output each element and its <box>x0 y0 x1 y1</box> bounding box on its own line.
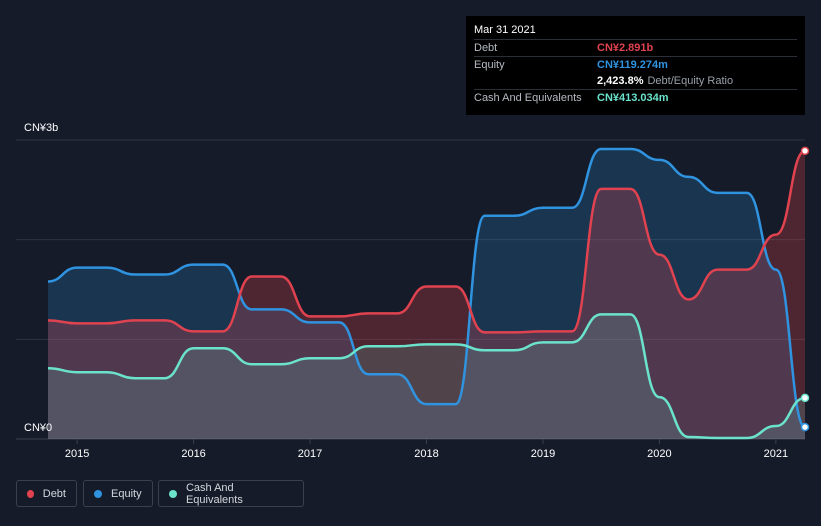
tooltip-ratio-row: 2,423.8% Debt/Equity Ratio <box>474 73 797 89</box>
equity-area <box>48 148 805 439</box>
y-axis-top-label: CN¥3b <box>24 122 58 134</box>
x-tick-label-2021: 2021 <box>764 448 788 460</box>
tooltip-debt-row: Debt CN¥2.891b <box>474 39 797 56</box>
tooltip-equity-row: Equity CN¥119.274m <box>474 56 797 73</box>
x-tick-label-2015: 2015 <box>65 448 89 460</box>
legend-cash[interactable]: Cash And Equivalents <box>158 480 304 507</box>
x-tick-label-2018: 2018 <box>414 448 438 460</box>
x-tick-label-2020: 2020 <box>647 448 671 460</box>
tooltip-cash-value: CN¥413.034m <box>597 92 669 104</box>
equity-line <box>47 147 807 429</box>
legend-equity[interactable]: Equity <box>83 480 153 507</box>
tooltip-debt-value: CN¥2.891b <box>597 42 654 54</box>
legend-equity-dot-icon <box>94 489 102 498</box>
x-tick-label-2016: 2016 <box>181 448 205 460</box>
tooltip-ratio-value: 2,423.8% <box>597 75 644 87</box>
series-areas <box>48 148 805 440</box>
tooltip-equity-label: Equity <box>474 59 505 71</box>
debt-line <box>47 149 806 334</box>
cash-and-equivalents-area <box>48 314 805 439</box>
tooltip-date: Mar 31 2021 <box>474 24 536 36</box>
series-lines <box>47 147 807 440</box>
data-tooltip: Mar 31 2021 Debt CN¥2.891b Equity CN¥119… <box>466 16 805 115</box>
tooltip-debt-label: Debt <box>474 42 498 54</box>
x-tick-label-2017: 2017 <box>298 448 322 460</box>
legend-debt-label: Debt <box>42 487 66 500</box>
equity-end-point <box>800 422 810 432</box>
legend-cash-dot-icon <box>169 489 177 498</box>
end-markers <box>800 146 810 432</box>
debt-end-point <box>800 146 810 156</box>
legend-equity-label: Equity <box>111 487 142 500</box>
y-axis-bottom-label: CN¥0 <box>24 422 52 434</box>
x-axis-ticks: 2015 2016 2017 2018 2019 2020 2021 <box>65 439 788 460</box>
legend-cash-label: Cash And Equivalents <box>185 481 243 506</box>
gridlines <box>16 139 805 440</box>
cash-and-equivalents-line <box>47 313 806 440</box>
tooltip-cash-label: Cash And Equivalents <box>474 92 582 104</box>
legend-debt[interactable]: Debt <box>16 480 77 507</box>
cash-and-equivalents-end-point <box>800 393 810 403</box>
tooltip-equity-value: CN¥119.274m <box>597 59 668 71</box>
legend-debt-dot-icon <box>27 489 34 498</box>
tooltip-cash-row: Cash And Equivalents CN¥413.034m <box>474 89 797 106</box>
tooltip-ratio-label: Debt/Equity Ratio <box>647 75 734 87</box>
debt-area <box>48 150 805 440</box>
x-tick-label-2019: 2019 <box>531 448 555 460</box>
